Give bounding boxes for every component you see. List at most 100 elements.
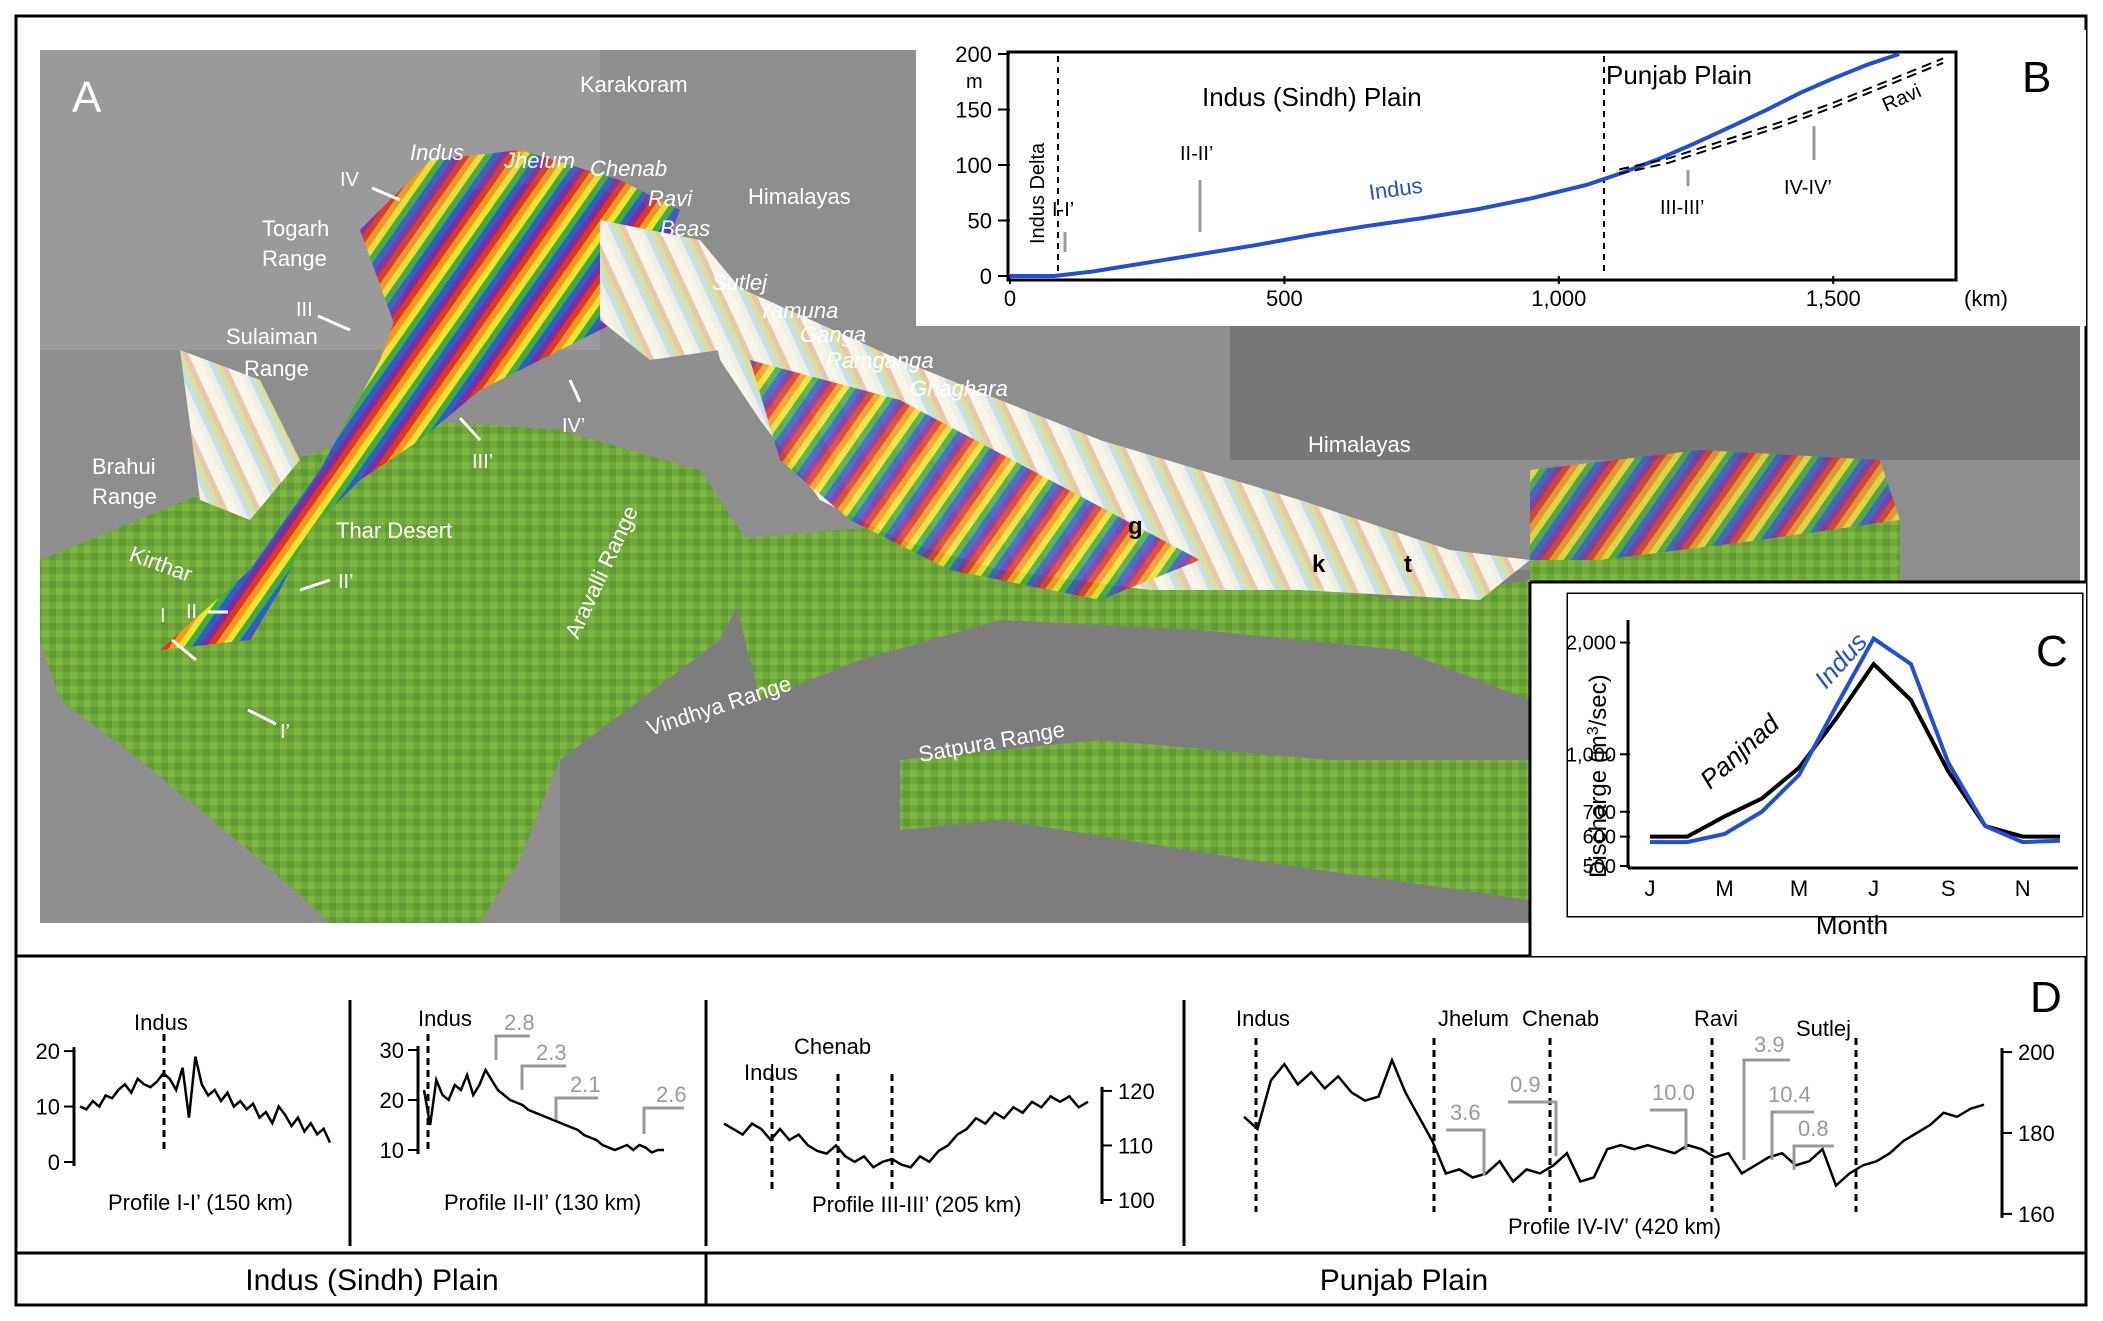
panel-d-letter: D — [2030, 973, 2062, 1022]
y-tick-label: 1,000 — [1566, 744, 1616, 766]
river-label: Jhelum — [503, 148, 575, 173]
profile-line-3 — [723, 1094, 1089, 1169]
x-tick-label: J — [1868, 876, 1879, 901]
series-line-1 — [1618, 61, 1944, 175]
river-label: Ghaghara — [910, 376, 1008, 401]
range-label: Togarh — [262, 216, 329, 241]
profile-mark: III — [296, 299, 313, 321]
y-tick-label: 0 — [48, 1150, 60, 1175]
profile-tag: II-II’ — [1180, 143, 1213, 165]
range-label: Range — [244, 356, 309, 381]
river-label: Sutlej — [712, 270, 768, 295]
desert-label: Thar Desert — [336, 518, 452, 543]
profile-tag: III-III’ — [1660, 197, 1704, 219]
mountain-label: Himalayas — [1308, 432, 1411, 457]
step-value: 10.0 — [1652, 1080, 1695, 1105]
x-tick-label: M — [1790, 876, 1808, 901]
river-label: Ramganga — [826, 348, 934, 373]
step-value: 0.9 — [1510, 1072, 1541, 1097]
river-label: Yamuna — [758, 298, 838, 323]
river-label: Ganga — [800, 322, 866, 347]
x-tick-label: 1,000 — [1531, 286, 1586, 311]
profile-mark: III’ — [472, 451, 493, 473]
y-tick-label: 100 — [955, 153, 992, 178]
y-tick-label: 20 — [380, 1088, 404, 1113]
river-label: Chenab — [794, 1034, 871, 1059]
y-tick-label: 600 — [1583, 827, 1616, 849]
profile-line-1 — [79, 1056, 332, 1144]
profile-caption: Profile I-I’ (150 km) — [108, 1190, 293, 1215]
profile-mark: II — [186, 601, 197, 623]
panel-c: C Discharge (m3/sec) Month 2,000 1,000 700… — [1528, 580, 2086, 956]
river-label: Sutlej — [1796, 1016, 1851, 1041]
panel-b-x-unit: (km) — [1964, 286, 2008, 311]
step-value: 0.8 — [1798, 1116, 1829, 1141]
x-tick-label: 500 — [1266, 286, 1303, 311]
range-label: Sulaiman — [226, 324, 318, 349]
footer-right: Punjab Plain — [1320, 1264, 1488, 1297]
y-tick-label: 110 — [1118, 1133, 1153, 1158]
profile-line-4 — [1243, 1056, 1985, 1188]
panel-c-ylabel: Discharge (m3/sec) — [1585, 674, 1613, 878]
region-label: Punjab Plain — [1606, 60, 1752, 90]
step-value: 3.6 — [1450, 1100, 1481, 1125]
profile-tag: IV-IV’ — [1784, 177, 1832, 199]
y-tick-label: 20 — [36, 1039, 60, 1064]
y-tick-label: 160 — [2018, 1202, 2055, 1227]
river-label: Indus — [410, 140, 464, 165]
point-label: g — [1128, 513, 1143, 540]
y-tick-label: 2,000 — [1566, 633, 1616, 655]
x-tick-label: 1,500 — [1806, 286, 1861, 311]
river-label: Ravi — [648, 186, 693, 211]
river-label: Indus — [418, 1006, 472, 1031]
profile-mark: IV — [340, 169, 360, 191]
x-tick-label: 0 — [1004, 286, 1016, 311]
x-tick-label: S — [1941, 876, 1956, 901]
y-tick-label: 120 — [1118, 1079, 1155, 1104]
point-label: t — [1404, 551, 1412, 578]
point-label: k — [1312, 551, 1326, 578]
y-tick-label: 30 — [380, 1038, 404, 1063]
profile-caption: Profile III-III’ (205 km) — [812, 1192, 1021, 1217]
step-value: 3.9 — [1754, 1032, 1785, 1057]
mountain-label: Karakoram — [580, 72, 688, 97]
series-line-ravi-2 — [1618, 57, 1944, 171]
profile-line-2 — [422, 1067, 664, 1154]
y-tick-label: 150 — [955, 98, 992, 123]
panel-b-y-unit: m — [966, 71, 983, 93]
profile-mark: I’ — [280, 721, 290, 743]
y-tick-label: 0 — [980, 264, 992, 289]
y-tick-label: 500 — [1583, 856, 1616, 878]
step-value: 2.1 — [570, 1072, 601, 1097]
profile-mark: I — [160, 605, 166, 627]
range-label: Brahui — [92, 454, 156, 479]
river-label: Indus — [1236, 1006, 1290, 1031]
panel-a-letter: A — [72, 73, 102, 122]
x-tick-label: J — [1645, 876, 1656, 901]
y-tick-label: 180 — [2018, 1121, 2055, 1146]
step-value: 2.8 — [504, 1010, 535, 1035]
range-label: Range — [92, 484, 157, 509]
river-label: Beas — [660, 216, 710, 241]
y-tick-label: 200 — [955, 42, 992, 67]
y-tick-label: 50 — [968, 209, 992, 234]
profile-mark: IV’ — [562, 415, 585, 437]
river-label: Chenab — [1522, 1006, 1599, 1031]
series-line-0 — [1010, 52, 1900, 278]
profile-caption: Profile II-II’ (130 km) — [444, 1190, 641, 1215]
series-line-indus — [1650, 635, 2061, 845]
step-value: 10.4 — [1768, 1082, 1811, 1107]
panel-b-letter: B — [2022, 53, 2051, 102]
y-tick-label: 10 — [36, 1095, 60, 1120]
profile-mark: II’ — [338, 571, 354, 593]
mountain-label: Himalayas — [748, 184, 851, 209]
river-label: Chenab — [590, 156, 667, 181]
x-tick-label: N — [2015, 876, 2031, 901]
river-label: Indus — [744, 1060, 798, 1085]
profile-caption: Profile IV-IV’ (420 km) — [1508, 1214, 1721, 1239]
x-tick-label: M — [1715, 876, 1733, 901]
range-label: Range — [262, 246, 327, 271]
